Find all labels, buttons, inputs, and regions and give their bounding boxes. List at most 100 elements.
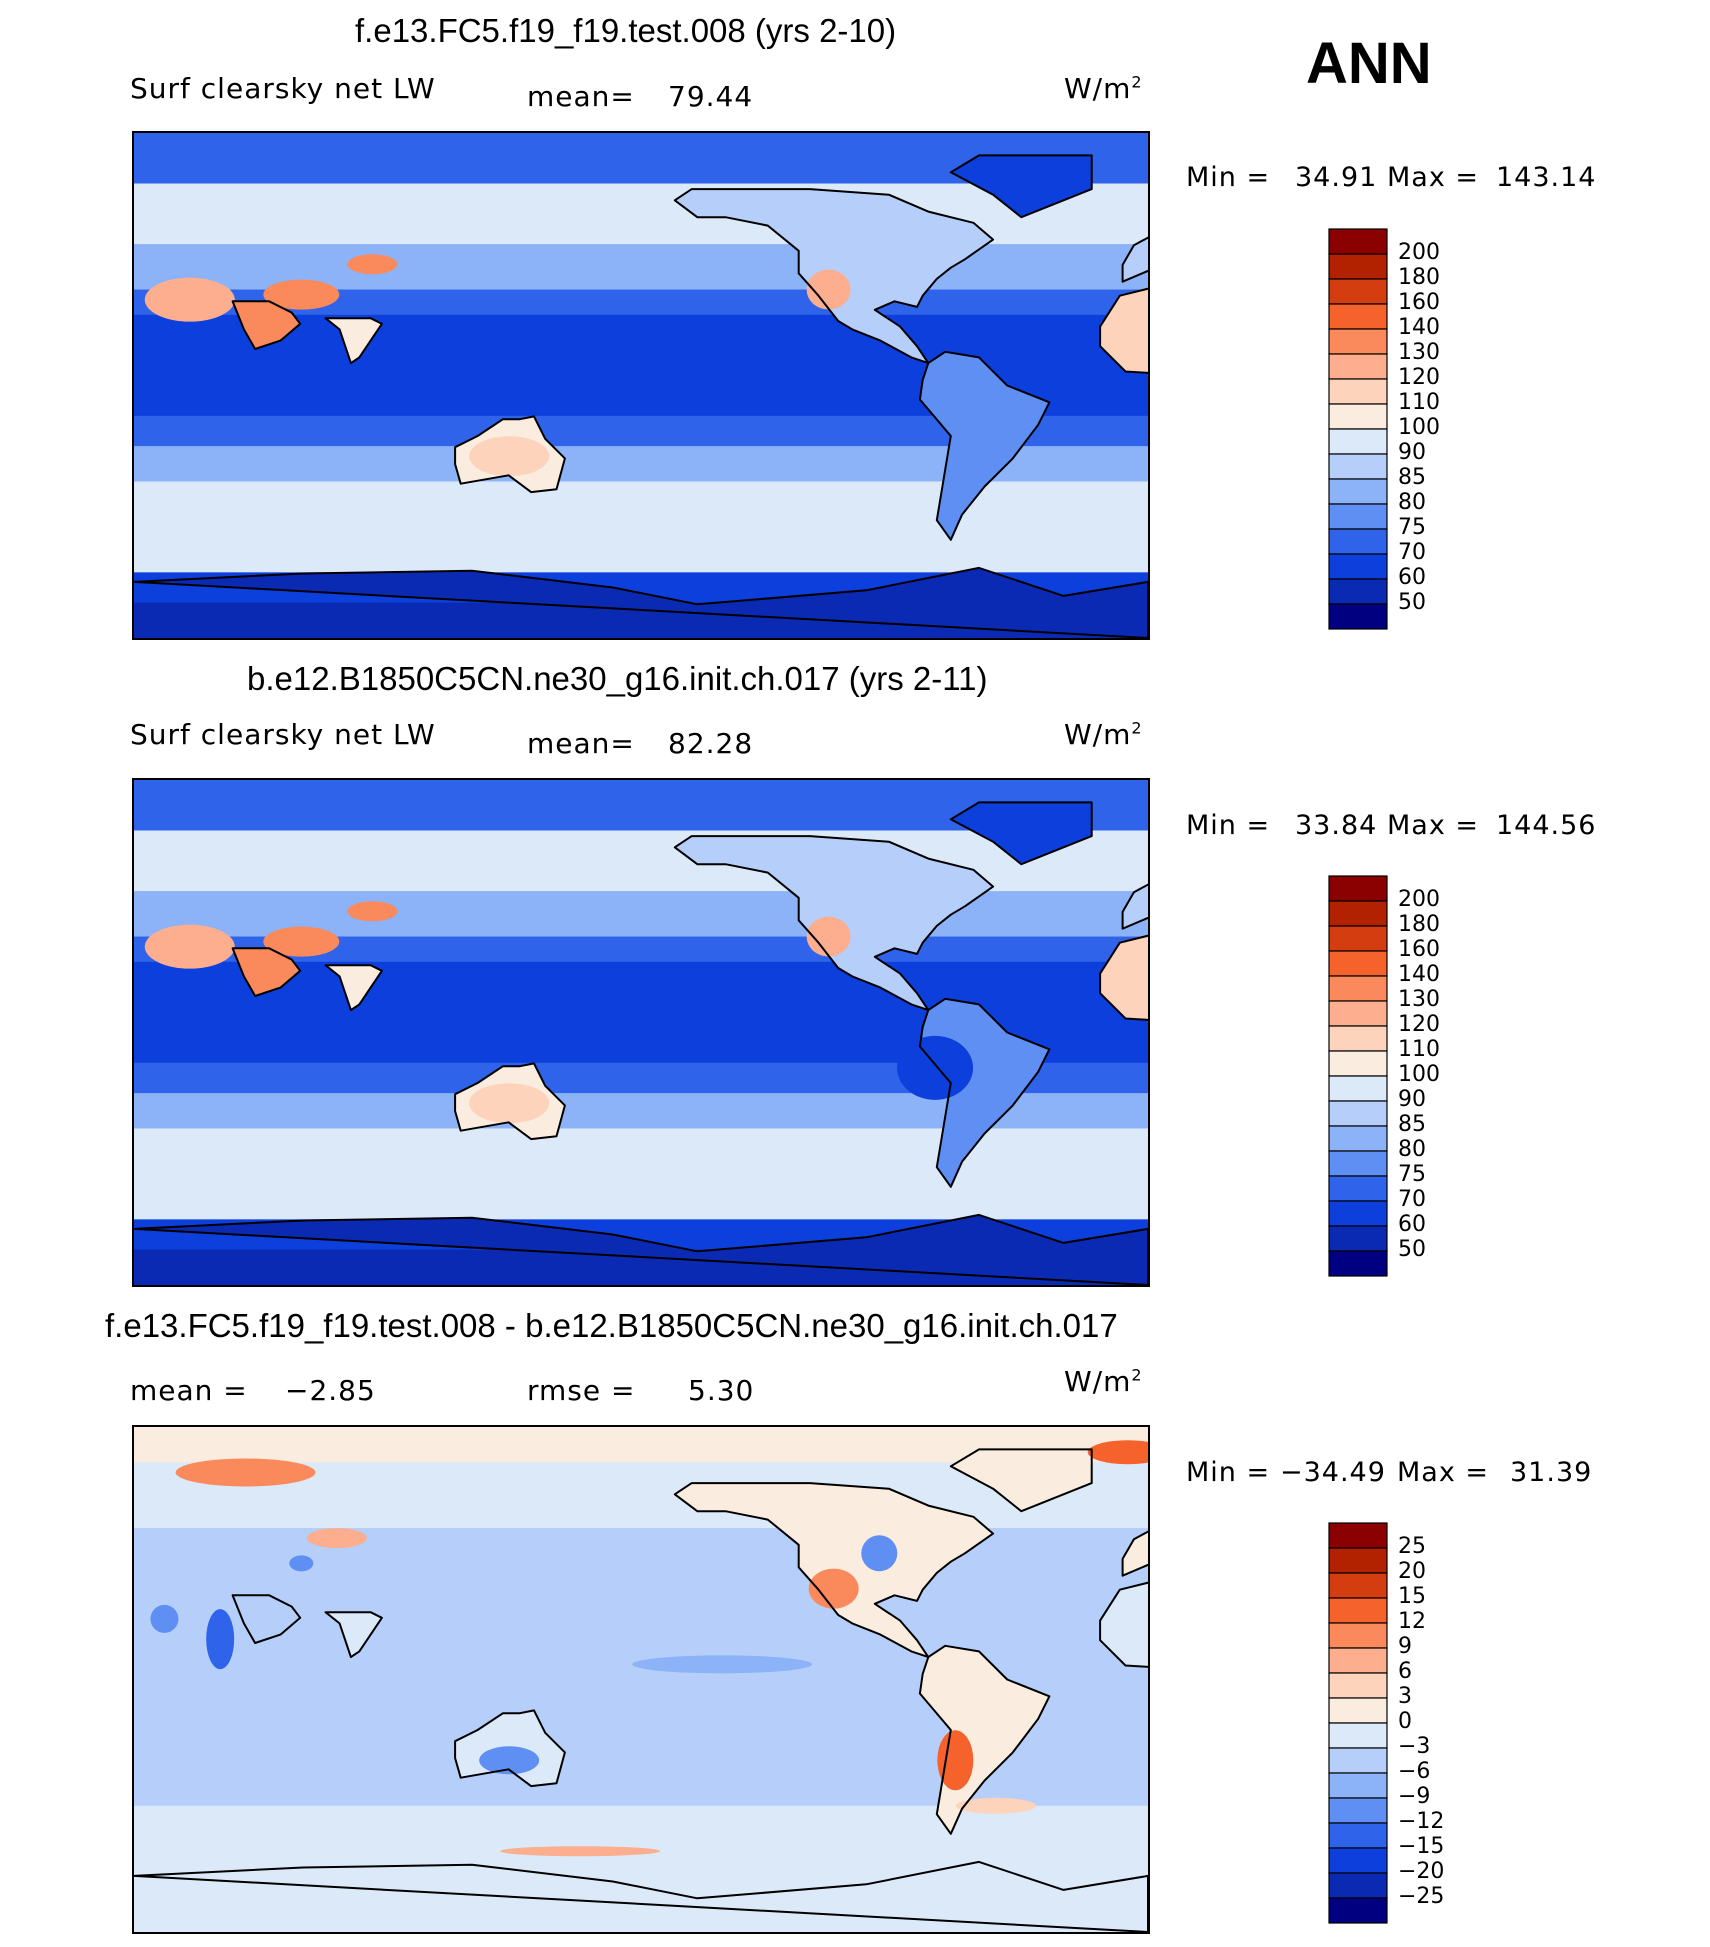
colorbar-tick-label: 110 [1398, 390, 1440, 415]
colorbar-swatch [1328, 528, 1388, 555]
land-samerica [919, 351, 1050, 540]
colorbar-swatch [1328, 1822, 1388, 1849]
colorbar-tick-label: 110 [1398, 1037, 1440, 1062]
colorbar-swatch [1328, 453, 1388, 480]
arabia-hotspot [263, 926, 340, 957]
colorbar-tick-label: −15 [1398, 1834, 1445, 1859]
coastline-australia [454, 1062, 566, 1141]
colorbar-tick-label: 200 [1398, 240, 1440, 265]
colorbar-swatch [1328, 1647, 1388, 1674]
coastline-australia [454, 1709, 566, 1788]
colorbar-swatch [1328, 1897, 1388, 1924]
colorbar-swatch [1328, 975, 1388, 1002]
colorbar-swatch [1328, 1175, 1388, 1202]
colorbar-swatch [1328, 1025, 1388, 1052]
colorbar-swatch [1328, 1522, 1388, 1549]
panel-1-map [132, 131, 1150, 640]
panel-2-units: W/m2 [1064, 718, 1143, 751]
coastline-africa [1099, 1581, 1148, 1668]
colorbar-swatch [1328, 925, 1388, 952]
land-eurasia [1122, 884, 1148, 929]
colorbar-swatch [1328, 1597, 1388, 1624]
colorbar-swatch [1328, 1797, 1388, 1824]
colorbar-swatch [1328, 553, 1388, 580]
land-india [325, 965, 382, 1011]
panel-1-mean-value: 79.44 [668, 80, 754, 113]
coastline-india [324, 317, 383, 365]
east-arctic-warm-spot [1087, 1440, 1148, 1465]
colorbar-tick-label: −3 [1398, 1734, 1431, 1759]
colorbar-tick-label: 9 [1398, 1634, 1412, 1659]
colorbar-tick-label: 140 [1398, 962, 1440, 987]
colorbar-swatch [1328, 328, 1388, 355]
south-atlantic-warm-streak [955, 1797, 1036, 1814]
land-india [325, 318, 382, 364]
sahara-hotspot [144, 924, 235, 969]
colorbar-tick-label: −25 [1398, 1884, 1445, 1909]
coastline-samerica [918, 1644, 1051, 1835]
coastline-india [324, 964, 383, 1012]
land-eurasia [1122, 237, 1148, 282]
land-india [325, 1612, 382, 1658]
coastline-india [324, 1611, 383, 1659]
coastline-arabia [231, 300, 302, 350]
panel-3-min-label: Min = [1186, 1457, 1271, 1488]
na-desert-hotspot [806, 916, 851, 957]
colorbar-tick-label: 85 [1398, 1112, 1426, 1137]
colorbar-swatch [1328, 378, 1388, 405]
colorbar-swatch [1328, 1547, 1388, 1574]
iran-cold-spot [289, 1555, 314, 1572]
land-greenland [950, 802, 1092, 865]
tropical-pacific-cold-streak [632, 1655, 813, 1674]
colorbar-swatch [1328, 303, 1388, 330]
season-label: ANN [1306, 31, 1432, 96]
na-desert-hotspot [806, 269, 851, 310]
panel-3-mean-value: −2.85 [285, 1374, 376, 1407]
coastline-namerica [673, 188, 995, 365]
colorbar-tick-label: 140 [1398, 315, 1440, 340]
coastline-arabia [231, 1594, 302, 1644]
colorbar-tick-label: 90 [1398, 1087, 1426, 1112]
colorbar-swatch [1328, 228, 1388, 255]
colorbar-tick-label: 3 [1398, 1684, 1412, 1709]
coastline-africa [1099, 287, 1148, 374]
asia-hotspot [347, 254, 398, 275]
colorbar-swatch [1328, 578, 1388, 605]
colorbar-swatch [1328, 428, 1388, 455]
amazon-lowspot [897, 1035, 974, 1100]
ethiopia-cold-spot [206, 1609, 235, 1670]
panel-2-mean-label: mean= [527, 727, 635, 760]
colorbar-tick-label: 70 [1398, 540, 1426, 565]
panel-3-rmse-label: rmse = [527, 1374, 636, 1407]
panel-1-variable: Surf clearsky net LW [130, 72, 436, 105]
map-plot [134, 780, 1148, 1285]
australia-hotspot [469, 1083, 550, 1124]
colorbar-swatch [1328, 478, 1388, 505]
colorbar-swatch [1328, 900, 1388, 927]
coastline-africa [1099, 934, 1148, 1021]
land-africa [1100, 288, 1148, 373]
central-asia-warm-spot [306, 1528, 367, 1549]
colorbar-swatch [1328, 1200, 1388, 1227]
coastline-greenland [949, 801, 1093, 866]
colorbar-swatch [1328, 603, 1388, 630]
panel-3-rmse-value: 5.30 [688, 1374, 755, 1407]
panel-1-max-value: 143.14 [1496, 162, 1597, 193]
panel-2-min-value: 33.84 [1295, 810, 1378, 841]
colorbar-tick-label: 80 [1398, 490, 1426, 515]
panel-2-variable: Surf clearsky net LW [130, 718, 436, 751]
west-africa-cold-spot [150, 1604, 179, 1633]
colorbar-tick-label: −12 [1398, 1809, 1445, 1834]
colorbar-tick-label: −9 [1398, 1784, 1431, 1809]
colorbar-swatch [1328, 1847, 1388, 1874]
coastline-greenland [949, 154, 1093, 219]
coastline-antarctica [134, 1213, 1148, 1285]
colorbar-tick-label: 90 [1398, 440, 1426, 465]
panel-2-title: b.e12.B1850C5CN.ne30_g16.init.ch.017 (yr… [247, 660, 988, 697]
colorbar-swatch [1328, 1100, 1388, 1127]
colorbar-swatch [1328, 403, 1388, 430]
colorbar-swatch [1328, 1225, 1388, 1252]
colorbar-tick-label: 60 [1398, 565, 1426, 590]
coastline-namerica [673, 835, 995, 1012]
land-greenland [950, 155, 1092, 218]
